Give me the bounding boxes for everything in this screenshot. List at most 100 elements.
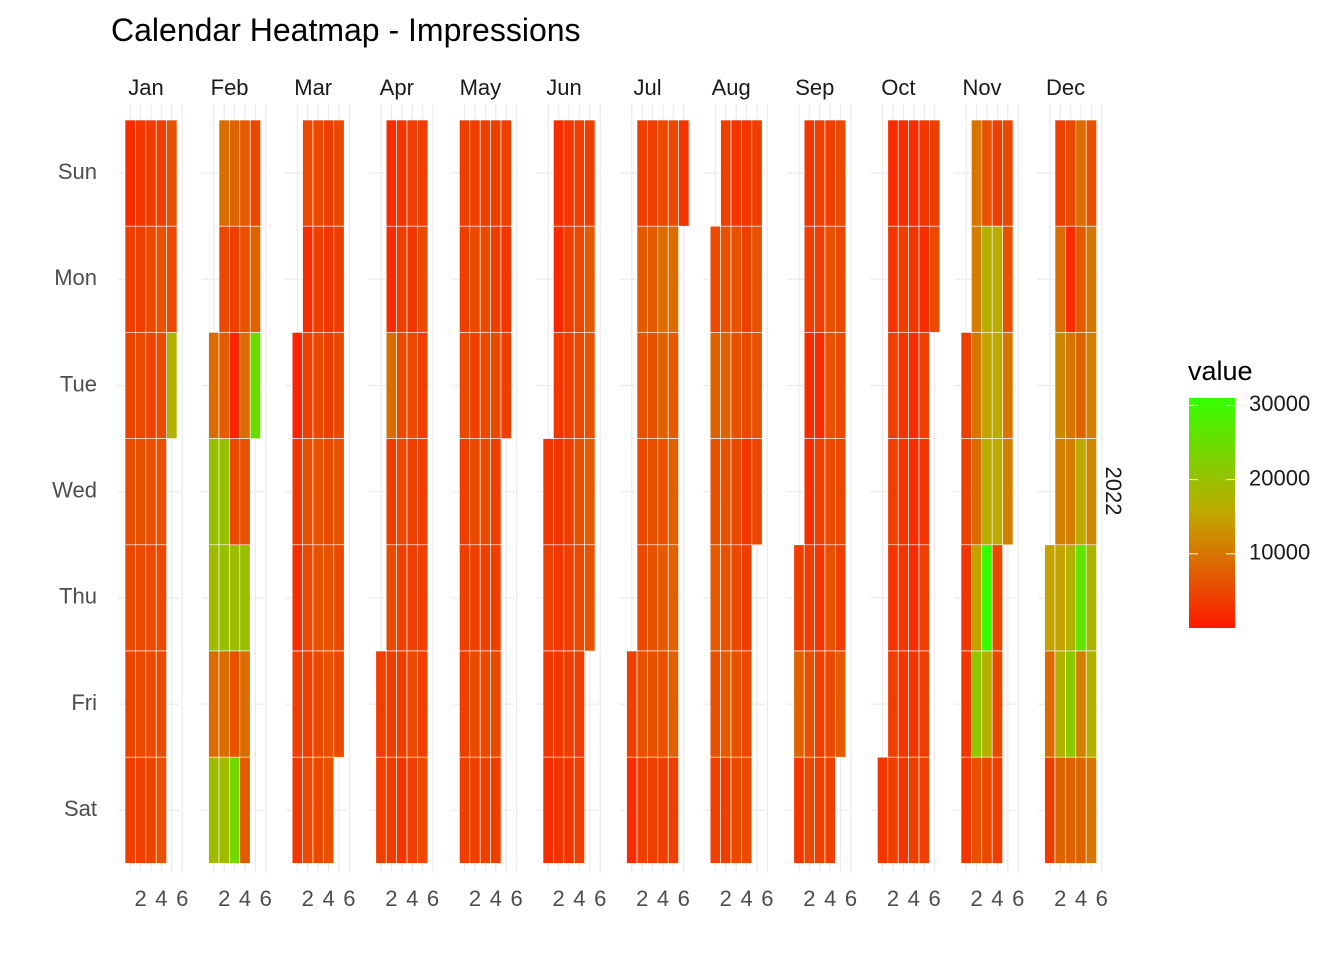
x-tick-label: 4 — [490, 886, 502, 911]
heatmap-tile — [406, 756, 418, 864]
weekday-label: Sun — [58, 159, 97, 184]
heatmap-tile — [312, 544, 324, 652]
year-strip-label: 2022 — [1101, 467, 1126, 516]
month-label: Apr — [380, 75, 414, 100]
heatmap-tile — [1075, 544, 1087, 652]
heatmap-tile — [469, 332, 481, 439]
heatmap-tile — [960, 332, 972, 439]
heatmap-tile — [1085, 756, 1097, 864]
heatmap-tile — [908, 225, 920, 333]
heatmap-tile — [835, 544, 847, 652]
heatmap-tile — [709, 225, 721, 333]
heatmap-tile — [667, 225, 679, 333]
heatmap-tile — [333, 119, 345, 227]
heatmap-tile — [479, 225, 491, 333]
heatmap-tile — [229, 544, 241, 652]
heatmap-tile — [500, 332, 512, 439]
heatmap-tile — [135, 756, 147, 864]
heatmap-tile — [479, 438, 491, 546]
heatmap-tile — [208, 544, 220, 652]
heatmap-tile — [229, 650, 241, 758]
heatmap-tile — [385, 225, 397, 333]
heatmap-tile — [647, 544, 659, 652]
heatmap-tile — [730, 119, 742, 227]
heatmap-tile — [500, 225, 512, 333]
heatmap-tile — [991, 332, 1003, 439]
heatmap-tile — [239, 225, 251, 333]
heatmap-tile — [124, 650, 136, 758]
heatmap-tile — [741, 332, 753, 439]
heatmap-tile — [291, 438, 303, 546]
x-tick-label: 4 — [824, 886, 836, 911]
heatmap-tile — [730, 438, 742, 546]
heatmap-tile — [1075, 119, 1087, 227]
heatmap-tile — [563, 544, 575, 652]
heatmap-tile — [835, 119, 847, 227]
heatmap-tile — [971, 332, 983, 439]
x-tick-label: 6 — [678, 886, 690, 911]
heatmap-tile — [312, 119, 324, 227]
heatmap-tile — [166, 225, 178, 333]
heatmap-tile — [542, 756, 554, 864]
heatmap-tile — [918, 544, 930, 652]
heatmap-tile — [469, 544, 481, 652]
heatmap-tile — [406, 119, 418, 227]
heatmap-tile — [824, 438, 836, 546]
heatmap-tile — [981, 544, 993, 652]
heatmap-tile — [709, 756, 721, 864]
heatmap-tile — [291, 650, 303, 758]
month-label: May — [460, 75, 502, 100]
heatmap-tile — [490, 544, 502, 652]
heatmap-tile — [897, 650, 909, 758]
heatmap-tile — [971, 119, 983, 227]
heatmap-tile — [479, 332, 491, 439]
heatmap-tile — [385, 756, 397, 864]
heatmap-tile — [657, 225, 669, 333]
heatmap-tile — [751, 438, 763, 546]
heatmap-tile — [1075, 332, 1087, 439]
heatmap-tile — [803, 438, 815, 546]
heatmap-tile — [657, 438, 669, 546]
heatmap-tile — [1065, 756, 1077, 864]
heatmap-tile — [1085, 544, 1097, 652]
heatmap-tile — [573, 225, 585, 333]
heatmap-tile — [155, 756, 167, 864]
x-tick-label: 4 — [1075, 886, 1087, 911]
x-tick-label: 4 — [322, 886, 334, 911]
heatmap-tile — [490, 650, 502, 758]
heatmap-tile — [145, 544, 157, 652]
heatmap-tile — [249, 332, 261, 439]
heatmap-tile — [971, 225, 983, 333]
heatmap-tile — [563, 650, 575, 758]
heatmap-tile — [1002, 332, 1014, 439]
heatmap-tile — [741, 225, 753, 333]
heatmap-tile — [218, 544, 230, 652]
heatmap-tile — [155, 119, 167, 227]
heatmap-tile — [239, 650, 251, 758]
heatmap-tile — [229, 438, 241, 546]
heatmap-tile — [302, 438, 314, 546]
heatmap-tile — [908, 756, 920, 864]
heatmap-tile — [657, 119, 669, 227]
heatmap-tile — [406, 225, 418, 333]
heatmap-tile — [803, 756, 815, 864]
x-tick-label: 2 — [970, 886, 982, 911]
heatmap-tile — [636, 438, 648, 546]
heatmap-tile — [741, 544, 753, 652]
heatmap-tile — [542, 544, 554, 652]
legend-colorbar — [1189, 398, 1235, 628]
heatmap-tile — [1075, 756, 1087, 864]
heatmap-tile — [417, 225, 429, 333]
heatmap-tile — [918, 332, 930, 439]
heatmap-tile — [563, 756, 575, 864]
heatmap-tile — [573, 544, 585, 652]
heatmap-tile — [814, 225, 826, 333]
heatmap-tile — [479, 650, 491, 758]
heatmap-tile — [553, 119, 565, 227]
heatmap-tile — [667, 650, 679, 758]
heatmap-tile — [636, 756, 648, 864]
heatmap-tile — [573, 650, 585, 758]
heatmap-tile — [730, 544, 742, 652]
heatmap-tile — [971, 756, 983, 864]
heatmap-tile — [563, 119, 575, 227]
